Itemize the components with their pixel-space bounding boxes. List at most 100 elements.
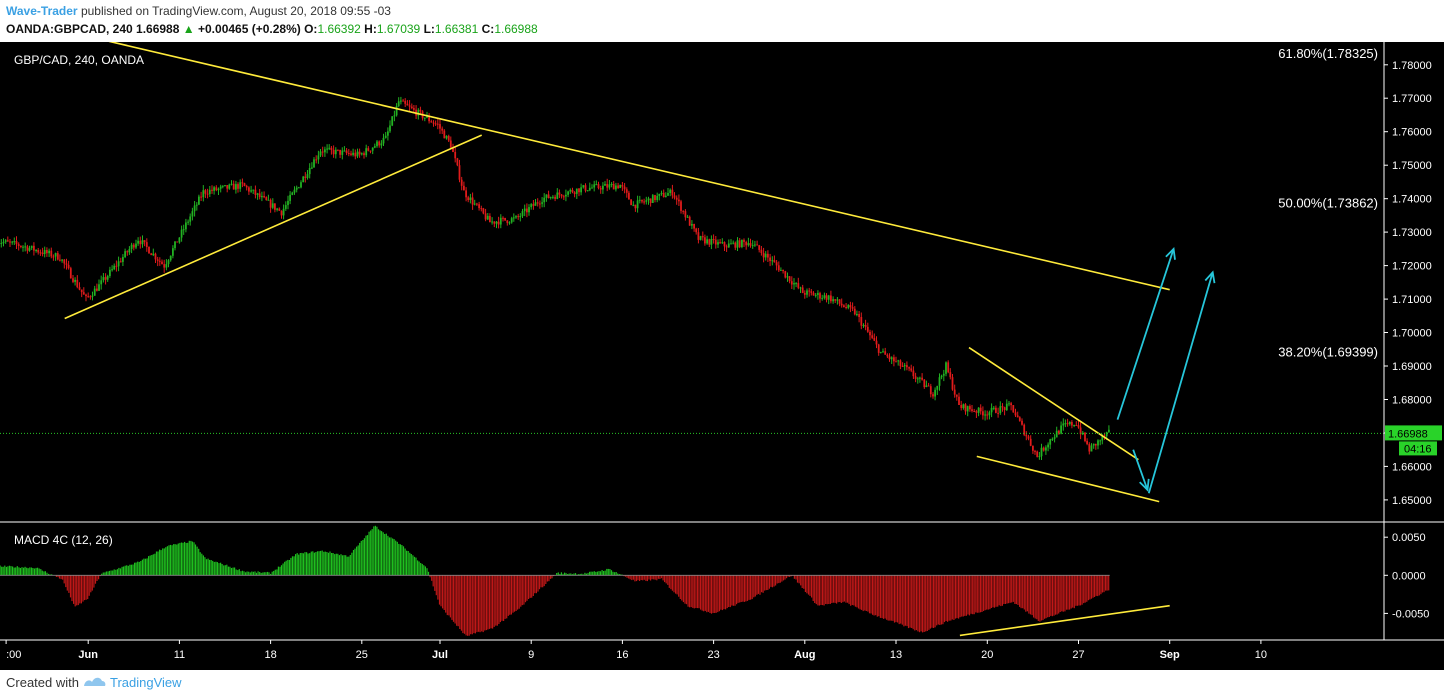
- macd-trendline[interactable]: [959, 604, 1170, 637]
- candle-body: [26, 246, 29, 251]
- candle-body: [169, 255, 172, 261]
- candle-body: [256, 193, 259, 195]
- candle-body: [806, 290, 808, 295]
- candle-body: [947, 362, 950, 373]
- trendline[interactable]: [976, 455, 1160, 503]
- candle-body: [556, 192, 559, 199]
- projection-arrow[interactable]: [1147, 272, 1214, 494]
- candle-body: [704, 237, 706, 244]
- candle-body: [656, 195, 659, 200]
- candle-body: [74, 279, 76, 282]
- candle-body: [284, 205, 287, 209]
- trendline[interactable]: [108, 42, 1170, 291]
- candle-body: [838, 299, 841, 304]
- candle-body: [395, 106, 398, 116]
- macd-tick-label: -0.0050: [1392, 608, 1429, 620]
- candle-body: [59, 259, 61, 261]
- candle-body: [960, 405, 963, 408]
- candle-body: [1042, 447, 1045, 451]
- candle-body: [929, 386, 932, 395]
- candle-body: [363, 153, 365, 156]
- candle-body: [145, 242, 148, 247]
- candle-body: [834, 299, 837, 301]
- projection-arrow[interactable]: [1132, 449, 1149, 491]
- candle-body: [274, 203, 276, 210]
- candle-body: [482, 208, 485, 214]
- candle-body: [104, 277, 107, 280]
- candle-body: [814, 294, 817, 296]
- candle-body: [78, 287, 81, 290]
- projection-arrow[interactable]: [1116, 248, 1175, 420]
- candle-body: [1029, 438, 1032, 446]
- candle-body: [1016, 415, 1019, 418]
- candle-body: [495, 221, 498, 224]
- candle-body: [54, 253, 57, 257]
- candle-body: [682, 210, 685, 212]
- candle-body: [345, 150, 348, 153]
- candle-body: [790, 281, 793, 285]
- candle-body: [788, 276, 791, 282]
- time-tick-label: 11: [174, 649, 185, 661]
- candle-body: [287, 200, 289, 206]
- price-change: +0.00465 (+0.28%): [198, 22, 301, 36]
- tradingview-link[interactable]: TradingView: [110, 675, 182, 690]
- candle-body: [91, 295, 94, 297]
- candle-body: [1075, 425, 1078, 426]
- candle-body: [714, 239, 717, 245]
- candle-body: [1064, 423, 1067, 425]
- candle-body: [688, 216, 691, 226]
- candle-body: [888, 356, 891, 360]
- candle-body: [1094, 443, 1097, 446]
- candle-body: [1051, 438, 1054, 440]
- price-tick-label: 1.65000: [1392, 495, 1432, 507]
- candle-body: [962, 404, 965, 408]
- candle-body: [232, 183, 235, 190]
- candle-body: [573, 192, 576, 194]
- candle-body: [100, 280, 103, 285]
- candle-body: [258, 193, 261, 198]
- candle-body: [565, 194, 567, 197]
- candle-body: [30, 245, 33, 249]
- candle-body: [860, 317, 863, 326]
- candle-body: [558, 192, 561, 195]
- price-axis[interactable]: 1.78000 1.77000 1.76000 1.75000 1.74000 1.730…: [1384, 60, 1442, 507]
- candle-body: [382, 137, 385, 144]
- candle-body: [903, 365, 906, 367]
- candle-body: [845, 307, 847, 308]
- candle-body: [376, 141, 378, 147]
- candle-body: [541, 202, 543, 204]
- candle-body: [536, 202, 539, 204]
- trendline[interactable]: [968, 346, 1139, 461]
- candle-body: [684, 211, 687, 218]
- chart-canvas[interactable]: 61.80%(1.78325) 50.00%(1.73862) 38.20%(1.6…: [0, 42, 1444, 670]
- candle-body: [347, 153, 350, 154]
- candle-body: [836, 299, 839, 301]
- candle-body: [562, 196, 565, 198]
- candle-body: [304, 176, 307, 178]
- candle-body: [245, 186, 248, 188]
- fib-level-label: 50.00%(1.73862): [1278, 195, 1378, 210]
- candle-body: [708, 239, 711, 245]
- time-tick-label: Sep: [1160, 649, 1180, 661]
- candle-body: [408, 105, 411, 107]
- candle-body: [439, 124, 441, 129]
- candle-body: [397, 101, 400, 106]
- candle-body: [343, 150, 346, 152]
- candle-body: [1023, 424, 1026, 435]
- candle-body: [549, 197, 552, 199]
- candle-body: [643, 201, 645, 203]
- candle-body: [161, 261, 163, 265]
- candle-body: [0, 243, 3, 244]
- time-tick-label: 13: [890, 649, 902, 661]
- trendline[interactable]: [64, 134, 483, 320]
- candle-body: [721, 242, 724, 244]
- candle-body: [751, 245, 754, 247]
- candle-body: [502, 217, 504, 219]
- macd-axis[interactable]: 0.0050 0.0000 -0.0050: [1384, 532, 1429, 620]
- candle-body: [717, 242, 719, 245]
- candle-body: [773, 260, 776, 263]
- candle-body: [890, 357, 893, 360]
- author-name[interactable]: Wave-Trader: [6, 4, 78, 18]
- time-axis[interactable]: :00 Jun 11 18 25 Jul 9 16 23 Aug 13 20 27 Sep 10: [5, 640, 1267, 661]
- candle-body: [769, 257, 771, 261]
